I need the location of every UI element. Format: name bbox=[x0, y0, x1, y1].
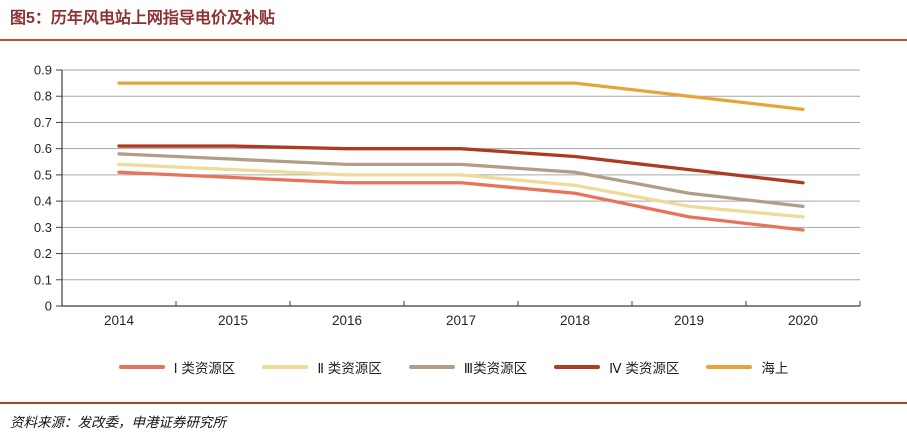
series-line-3 bbox=[117, 144, 805, 185]
figure-title: 图5：历年风电站上网指导电价及补贴 bbox=[10, 10, 275, 27]
legend-item: Ⅱ 类资源区 bbox=[262, 357, 382, 377]
y-tick-label: 0.8 bbox=[34, 89, 52, 104]
y-tick-label: 0.3 bbox=[34, 220, 52, 235]
series-line-4 bbox=[117, 81, 805, 111]
y-tick-label: 0.9 bbox=[34, 63, 52, 78]
legend-item: 海上 bbox=[706, 357, 788, 377]
series-line-2 bbox=[117, 152, 805, 209]
legend-swatch bbox=[262, 365, 309, 369]
legend-swatch bbox=[554, 365, 601, 369]
legend-swatch bbox=[408, 365, 455, 369]
legend-item: Ⅲ类资源区 bbox=[408, 357, 528, 377]
price-chart: 0 0.1 0.2 0.3 0.4 0.5 0.6 0.7 0.8 0.9 2014 2015 2016… bbox=[34, 63, 861, 328]
x-tick-label: 2020 bbox=[788, 313, 818, 328]
x-tick-label: 2017 bbox=[446, 313, 476, 328]
y-tick-label: 0.5 bbox=[34, 167, 52, 182]
source-note: 资料来源：发改委，申港证券研究所 bbox=[10, 415, 226, 431]
series-line-0 bbox=[117, 170, 805, 232]
x-tick-label: 2015 bbox=[218, 313, 248, 328]
x-tick-label: 2018 bbox=[560, 313, 590, 328]
series-line-1 bbox=[117, 162, 805, 219]
y-tick-label: 0.2 bbox=[34, 246, 52, 261]
title-divider bbox=[0, 39, 907, 41]
legend-swatch bbox=[118, 365, 165, 369]
x-tick-label: 2014 bbox=[104, 313, 135, 328]
legend: Ⅰ 类资源区 Ⅱ 类资源区 Ⅲ类资源区 Ⅳ 类资源区 海上 bbox=[0, 354, 907, 380]
legend-item: Ⅰ 类资源区 bbox=[118, 357, 236, 377]
legend-label: 海上 bbox=[761, 361, 789, 376]
legend-item: Ⅳ 类资源区 bbox=[554, 357, 679, 377]
legend-label: Ⅲ类资源区 bbox=[463, 361, 528, 376]
legend-label: Ⅳ 类资源区 bbox=[609, 361, 680, 376]
y-tick-label: 0.6 bbox=[34, 141, 52, 156]
legend-label: Ⅱ 类资源区 bbox=[317, 361, 382, 376]
legend-label: Ⅰ 类资源区 bbox=[173, 361, 236, 376]
y-tick-label: 0.1 bbox=[34, 272, 52, 287]
y-tick-label: 0.4 bbox=[34, 194, 52, 209]
y-tick-label: 0 bbox=[45, 299, 52, 314]
x-tick-label: 2016 bbox=[332, 313, 362, 328]
x-tick-label: 2019 bbox=[674, 313, 704, 328]
legend-swatch bbox=[706, 365, 753, 369]
y-tick-label: 0.7 bbox=[34, 115, 52, 130]
footer-divider bbox=[0, 402, 907, 404]
